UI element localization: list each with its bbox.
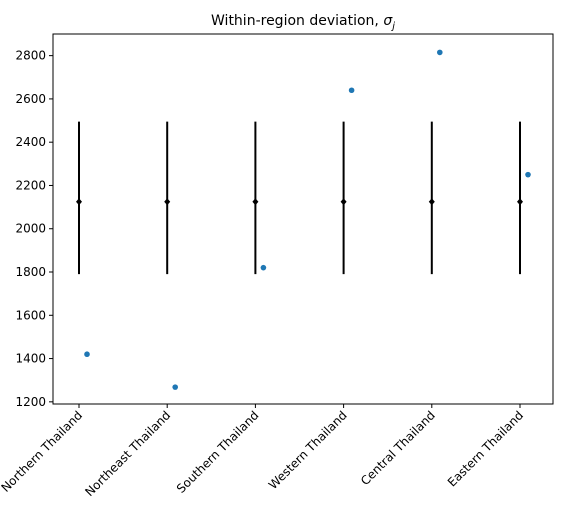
- y-axis: 1200 1400 1600 1800 2000 2200 2400 2600 2800: [15, 49, 53, 409]
- observed-point-0: [84, 351, 90, 358]
- observed-point-4: [437, 49, 443, 56]
- x-tick-label-3: Western Thailand: [266, 408, 350, 492]
- y-tick-label-0: 1200: [15, 395, 46, 409]
- y-tick-label-3: 1800: [15, 265, 46, 279]
- prior-center-marker-1: [164, 198, 171, 206]
- prior-center-marker-2: [252, 198, 259, 206]
- chart-title-subscript: j: [390, 21, 395, 32]
- y-tick-label-1: 1400: [15, 352, 46, 366]
- prior-center-marker-0: [76, 198, 82, 206]
- chart-title: Within-region deviation, σj: [211, 13, 395, 32]
- prior-center-marker-4: [428, 198, 435, 206]
- chart-title-text: Within-region deviation,: [211, 13, 383, 29]
- y-tick-label-7: 2600: [15, 92, 46, 106]
- y-tick-label-6: 2400: [15, 135, 46, 149]
- y-tick-label-8: 2800: [15, 49, 46, 63]
- plot-frame: [52, 33, 554, 405]
- prior-center-marker-3: [340, 198, 347, 206]
- x-tick-label-4: Central Thailand: [358, 408, 438, 488]
- x-tick-label-1: Northeast Thailand: [82, 408, 173, 499]
- observed-point-5: [525, 171, 531, 178]
- plot-marks: [76, 49, 531, 390]
- y-tick-label-5: 2200: [15, 178, 46, 192]
- x-tick-label-0: Northern Thailand: [0, 408, 85, 495]
- prior-center-marker-5: [517, 198, 523, 206]
- observed-point-3: [348, 87, 355, 94]
- y-tick-label-4: 2000: [15, 222, 46, 236]
- y-tick-label-2: 1600: [15, 308, 46, 322]
- x-tick-label-2: Southern Thailand: [174, 408, 262, 496]
- observed-point-2: [260, 264, 267, 271]
- chart-title-symbol: σ: [383, 13, 393, 29]
- observed-point-1: [172, 384, 178, 390]
- x-tick-label-5: Eastern Thailand: [445, 408, 526, 489]
